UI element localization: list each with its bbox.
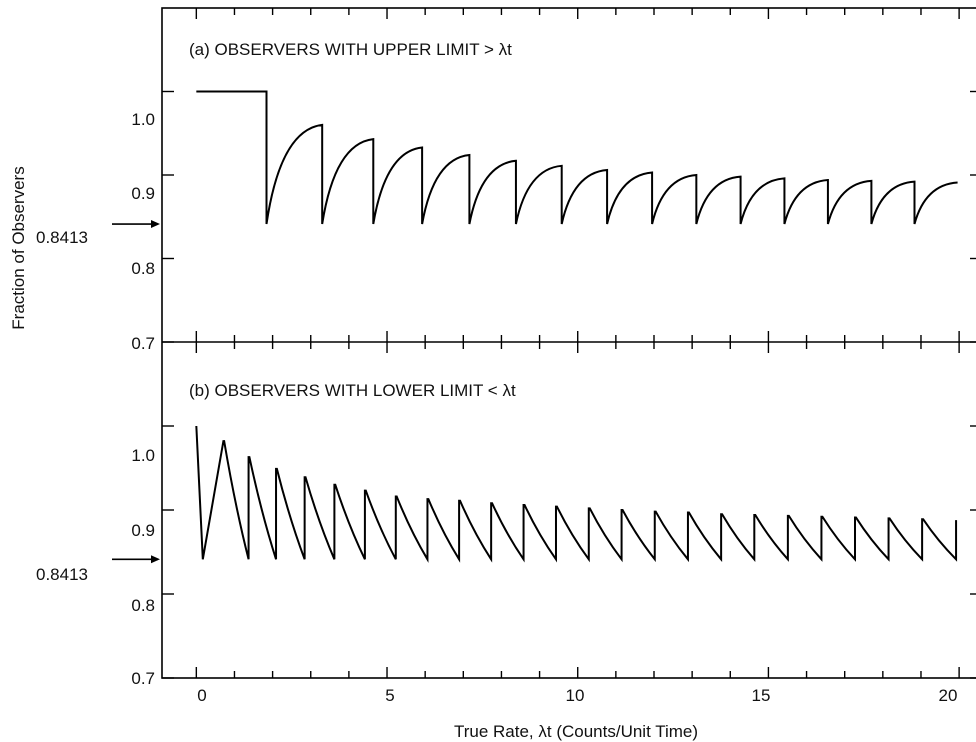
panel-b-y-tick-label: 0.7: [131, 669, 155, 688]
panel-b-sawtooth-series: [195, 425, 958, 563]
ticks-layer: [162, 8, 976, 679]
panel-a-reference-label: 0.8413: [36, 228, 88, 247]
x-tick-label: 5: [385, 686, 394, 705]
x-axis-title: True Rate, λt (Counts/Unit Time): [454, 722, 698, 741]
panel-b-y-tick-label: 1.0: [131, 446, 155, 465]
panel-a-title: (a) OBSERVERS WITH UPPER LIMIT > λt: [189, 40, 512, 59]
panel-a-sawtooth-series: [196, 90, 958, 225]
panel-a-y-tick-labels: 1.0 0.9 0.8 0.7: [131, 110, 155, 353]
panel-b-y-tick-label: 0.8: [131, 596, 155, 615]
panel-a-y-tick-label: 0.8: [131, 259, 155, 278]
panel-b-title: (b) OBSERVERS WITH LOWER LIMIT < λt: [189, 381, 516, 400]
panel-b-reference-label: 0.8413: [36, 565, 88, 584]
reference-arrows-layer: [112, 220, 160, 564]
x-tick-labels: 0 5 10 15 20: [197, 686, 957, 705]
x-tick-label: 0: [197, 686, 206, 705]
x-tick-label: 10: [566, 686, 585, 705]
panel-b-y-tick-label: 0.9: [131, 521, 155, 540]
panel-a-reference-arrow-head: [151, 220, 160, 229]
curves-layer: [195, 90, 958, 563]
panel-a-y-tick-label: 1.0: [131, 110, 155, 129]
panel-b-y-tick-labels: 1.0 0.9 0.8 0.7: [131, 446, 155, 688]
x-tick-label: 20: [939, 686, 958, 705]
panel-b-reference-arrow-head: [151, 555, 160, 564]
y-axis-title: Fraction of Observers: [9, 166, 28, 329]
plot-frame: [161, 7, 976, 679]
panel-a-y-tick-label: 0.9: [131, 184, 155, 203]
x-tick-label: 15: [752, 686, 771, 705]
panel-a-y-tick-label: 0.7: [131, 334, 155, 353]
